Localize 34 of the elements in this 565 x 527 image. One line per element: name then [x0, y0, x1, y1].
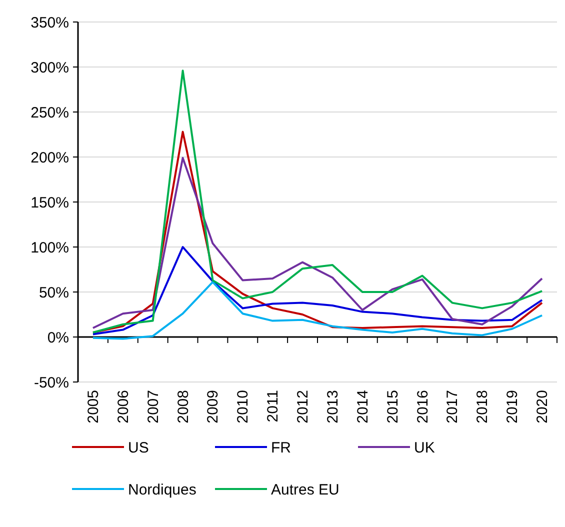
- legend-label: UK: [414, 439, 435, 456]
- legend-label: FR: [271, 439, 292, 456]
- x-tick-label: 2018: [474, 390, 492, 424]
- legend-label: Autres EU: [271, 481, 340, 498]
- legend-label: Nordiques: [128, 481, 196, 498]
- x-tick-label: 2014: [354, 390, 372, 424]
- y-tick-label: 300%: [30, 59, 69, 76]
- x-tick-label: 2011: [264, 390, 282, 422]
- x-tick-label: 2012: [294, 390, 312, 424]
- x-tick-label: 2010: [234, 390, 252, 424]
- x-tick-label: 2019: [504, 390, 522, 424]
- y-tick-label: 100%: [30, 239, 69, 256]
- x-tick-label: 2008: [174, 390, 192, 424]
- legend-label: US: [128, 439, 149, 456]
- line-series: [92, 246, 544, 336]
- x-tick-label: 2006: [114, 390, 132, 424]
- x-tick-label: 2009: [204, 390, 222, 424]
- x-tick-label: 2005: [84, 390, 102, 424]
- y-tick-label: 200%: [30, 149, 69, 166]
- x-tick-label: 2015: [384, 390, 402, 424]
- y-tick-label: 50%: [38, 284, 69, 302]
- line-series: [92, 70, 544, 334]
- x-tick-label: 2013: [324, 390, 342, 424]
- y-tick-label: 150%: [30, 194, 69, 212]
- x-tick-label: 2016: [414, 390, 432, 424]
- y-tick-label: 250%: [30, 104, 69, 122]
- y-tick-label: -50%: [34, 374, 69, 392]
- line-series: [92, 156, 544, 329]
- x-tick-label: 2007: [144, 390, 162, 424]
- x-tick-label: 2017: [444, 390, 462, 424]
- y-tick-label: 0%: [47, 329, 69, 346]
- y-tick-label: 350%: [30, 14, 69, 32]
- x-tick-label: 2020: [534, 390, 552, 424]
- line-series: [92, 281, 544, 340]
